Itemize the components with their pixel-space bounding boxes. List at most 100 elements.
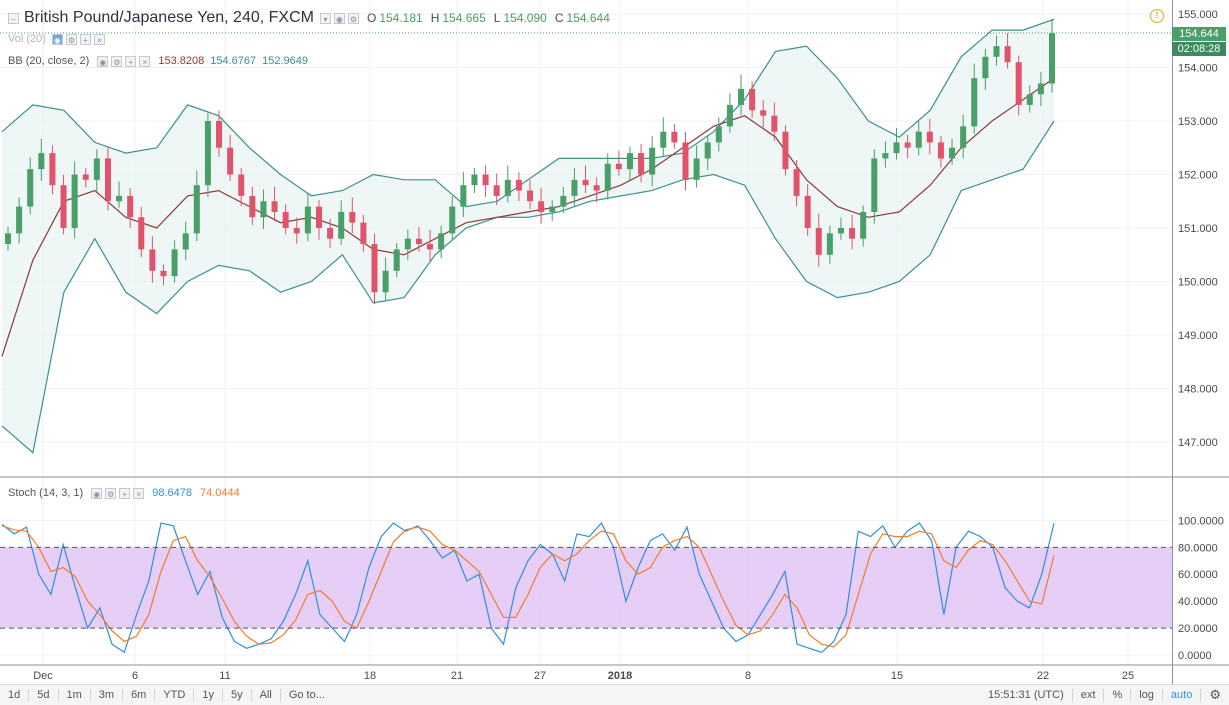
range-button-ytd[interactable]: YTD <box>163 689 186 701</box>
candle-body <box>238 174 245 196</box>
price-axis-label: 152.000 <box>1178 170 1218 182</box>
candle-body <box>915 131 922 148</box>
auto-button[interactable]: auto <box>1170 689 1193 701</box>
separator <box>89 689 91 701</box>
chart-canvas[interactable]: 155.000154.000153.000152.000151.000150.0… <box>0 0 1229 684</box>
countdown-tag: 02:08:28 <box>1172 42 1226 56</box>
candle-body <box>893 142 900 154</box>
candle-body <box>715 126 722 143</box>
candle-body <box>549 206 556 212</box>
separator <box>57 689 59 701</box>
percent-button[interactable]: % <box>1112 689 1123 701</box>
clock-readout: 15:51:31 (UTC) <box>987 689 1064 701</box>
eye-icon[interactable]: ◉ <box>333 12 345 24</box>
settings-icon[interactable]: ⚙ <box>111 55 123 67</box>
time-axis-label: 6 <box>132 670 138 682</box>
candle-body <box>104 158 111 202</box>
log-button[interactable]: log <box>1139 689 1154 701</box>
price-axis-label: 153.000 <box>1178 116 1218 128</box>
vol-label: Vol (20) <box>8 33 46 45</box>
ext-button[interactable]: ext <box>1080 689 1096 701</box>
settings-icon[interactable]: ⚙ <box>347 12 359 24</box>
range-button-1d[interactable]: 1d <box>8 689 21 701</box>
candle-body <box>749 88 756 111</box>
goto-button[interactable]: Go to... <box>288 689 325 701</box>
candle-body <box>926 131 933 143</box>
price-axis-label: 151.000 <box>1178 223 1218 235</box>
bb-upper-line <box>1 18 1055 208</box>
stoch-label: Stoch (14, 3, 1) <box>8 487 84 499</box>
candle-body <box>382 270 389 293</box>
candle-body <box>538 201 545 212</box>
close-icon[interactable]: × <box>133 487 145 499</box>
candle-body <box>149 249 156 271</box>
range-button-all[interactable]: All <box>259 689 272 701</box>
candle-body <box>682 142 689 180</box>
candle-body <box>427 244 434 250</box>
candle-body <box>415 238 422 245</box>
candle-body <box>338 211 345 239</box>
candle-body <box>460 185 467 207</box>
price-axis-label: 155.000 <box>1178 9 1218 21</box>
range-button-5d[interactable]: 5d <box>37 689 50 701</box>
time-axis-label: 25 <box>1122 670 1134 682</box>
eye-icon[interactable]: ◉ <box>51 33 63 45</box>
range-button-1y[interactable]: 1y <box>202 689 214 701</box>
range-button-3m[interactable]: 3m <box>98 689 115 701</box>
candle-body <box>726 104 733 127</box>
close-icon[interactable]: × <box>93 33 105 45</box>
stoch-legend: Stoch (14, 3, 1) ◉ ⚙ + × 98.6478 74.0444 <box>8 487 240 499</box>
dropdown-icon[interactable]: ▾ <box>319 12 331 24</box>
candle-body <box>5 233 11 245</box>
stoch-axis-label: 40.0000 <box>1178 596 1218 608</box>
candle-body <box>204 121 211 186</box>
add-icon[interactable]: + <box>79 33 91 45</box>
low-value: 154.090 <box>503 11 547 25</box>
add-icon[interactable]: + <box>119 487 131 499</box>
candle-body <box>449 206 456 234</box>
bollinger-bands <box>1 18 1055 454</box>
time-axis-label: 18 <box>364 670 376 682</box>
range-button-6m[interactable]: 6m <box>131 689 147 701</box>
candle-body <box>438 233 445 250</box>
candle-body <box>904 142 911 148</box>
bb-basis-line <box>1 77 1055 357</box>
candle-body <box>571 179 578 196</box>
candle-body <box>649 147 656 175</box>
time-axis-label: 22 <box>1037 670 1049 682</box>
high-label: H <box>430 11 440 25</box>
range-button-1m[interactable]: 1m <box>66 689 82 701</box>
range-button-5y[interactable]: 5y <box>230 689 243 701</box>
eye-icon[interactable]: ◉ <box>91 487 103 499</box>
close-icon[interactable]: × <box>139 55 151 67</box>
candle-body <box>760 110 767 116</box>
price-axis-label: 154.000 <box>1178 63 1218 75</box>
axes: 155.000154.000153.000152.000151.000150.0… <box>0 0 1229 684</box>
collapse-icon[interactable]: – <box>8 12 19 24</box>
candle-body <box>116 195 123 202</box>
candle-body <box>860 211 867 239</box>
settings-icon[interactable]: ⚙ <box>105 487 117 499</box>
candle-body <box>138 217 145 250</box>
separator <box>122 689 124 701</box>
gear-icon[interactable]: ⚙ <box>1209 687 1221 702</box>
eye-icon[interactable]: ◉ <box>97 55 109 67</box>
symbol-legend: – British Pound/Japanese Yen, 240, FXCM … <box>8 9 610 27</box>
candlesticks <box>0 18 1172 304</box>
alert-clock-icon[interactable]: ! <box>1150 9 1164 23</box>
candle-body <box>1015 62 1022 105</box>
candle-body <box>16 206 23 234</box>
separator <box>154 689 156 701</box>
bb-upper-value: 154.6767 <box>210 55 257 67</box>
candle-body <box>271 201 278 212</box>
price-axis-label: 148.000 <box>1178 384 1218 396</box>
add-icon[interactable]: + <box>125 55 137 67</box>
high-value: 154.665 <box>442 11 486 25</box>
settings-icon[interactable]: ⚙ <box>65 33 77 45</box>
stoch-axis-label: 20.0000 <box>1178 623 1218 635</box>
candle-body <box>626 153 633 170</box>
bottom-toolbar: 1d 5d 1m 3m 6m YTD 1y 5y All Go to... 15:51:31 (… <box>0 684 1229 705</box>
candle-body <box>527 190 533 202</box>
candle-body <box>993 46 1000 57</box>
separator <box>1103 689 1105 701</box>
